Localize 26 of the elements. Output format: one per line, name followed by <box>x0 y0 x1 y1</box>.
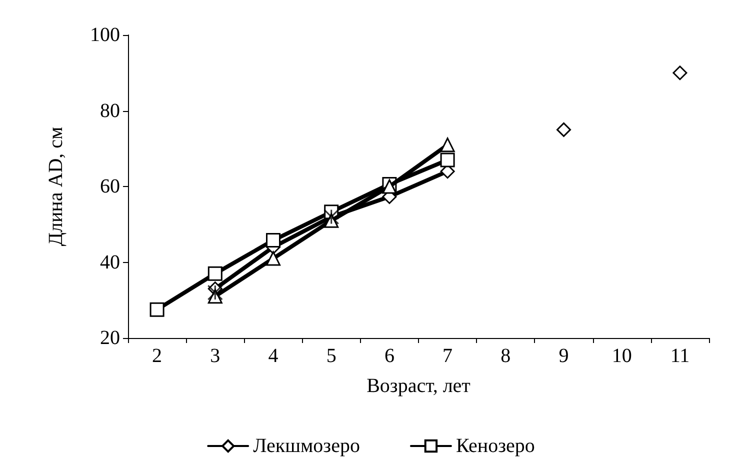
x-tick-label: 7 <box>442 345 453 367</box>
x-tick-label: 3 <box>210 345 220 367</box>
y-tick-label: 80 <box>100 100 120 122</box>
x-tick-label: 11 <box>670 345 690 367</box>
y-tick-label: 20 <box>100 327 120 349</box>
point <box>208 266 222 281</box>
x-tick-label: 6 <box>384 345 394 367</box>
x-tick-label: 10 <box>612 345 632 367</box>
x-tick-label: 4 <box>268 345 278 367</box>
x-tick-label: 8 <box>500 345 511 367</box>
point <box>266 251 280 266</box>
legend-label: Лекшмозеро <box>253 435 360 457</box>
x-axis-title: Возраст, лет <box>366 375 471 397</box>
x-tick-label: 5 <box>326 345 336 367</box>
y-tick-label: 60 <box>100 176 120 198</box>
point <box>440 138 455 152</box>
y-tick-label: 100 <box>90 24 120 46</box>
x-tick-label: 2 <box>152 345 162 367</box>
y-axis-title: Длина AD, см <box>45 126 67 246</box>
point <box>150 302 164 317</box>
point <box>440 152 455 168</box>
y-tick-label: 40 <box>100 251 120 274</box>
point <box>266 233 280 248</box>
point <box>207 284 223 300</box>
x-tick-label: 9 <box>558 345 569 367</box>
legend-label: Кенозеро <box>456 435 535 457</box>
